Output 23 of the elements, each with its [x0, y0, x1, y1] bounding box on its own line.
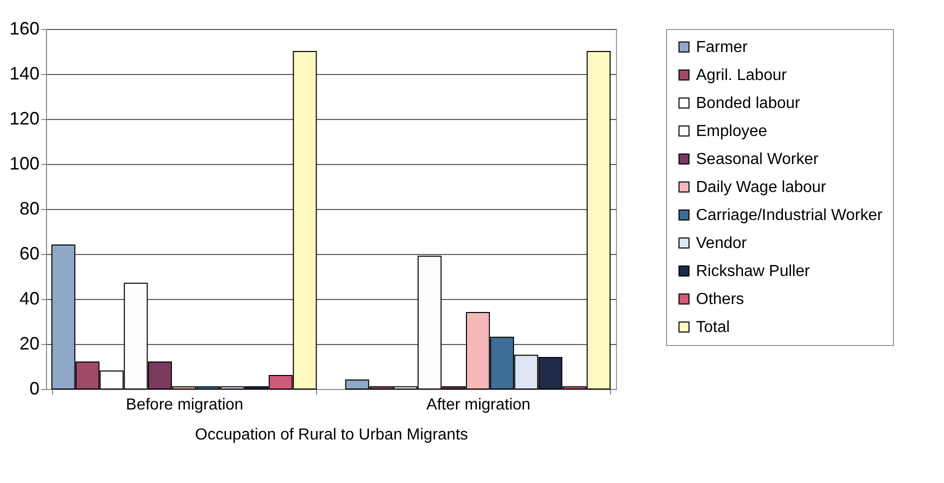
legend-label: Agril. Labour: [696, 67, 788, 84]
legend-label: Farmer: [696, 39, 748, 56]
x-tick-label: Before migration: [126, 396, 244, 414]
y-tick-label: 0: [29, 378, 40, 398]
legend-label: Employee: [696, 123, 768, 140]
legend-label: Rickshaw Puller: [696, 263, 810, 280]
legend-label: Vendor: [696, 235, 748, 252]
legend-label: Total: [696, 319, 730, 336]
legend-label: Carriage/Industrial Worker: [696, 207, 884, 224]
y-tick-label: 100: [9, 154, 40, 174]
legend-label: Seasonal Worker: [696, 151, 820, 168]
legend-label: Daily Wage labour: [696, 179, 827, 196]
y-tick-label: 80: [19, 198, 40, 218]
y-tick-label: 160: [9, 18, 40, 38]
y-tick-label: 20: [19, 334, 40, 354]
legend-label: Bonded labour: [696, 95, 801, 112]
legend-label: Others: [696, 291, 744, 308]
x-axis-title: Occupation of Rural to Urban Migrants: [194, 426, 468, 444]
y-tick-label: 120: [9, 108, 40, 128]
y-tick-label: 40: [19, 288, 40, 308]
y-tick-label: 60: [19, 244, 40, 264]
y-tick-label: 140: [9, 64, 40, 84]
x-tick-label: After migration: [426, 396, 530, 414]
